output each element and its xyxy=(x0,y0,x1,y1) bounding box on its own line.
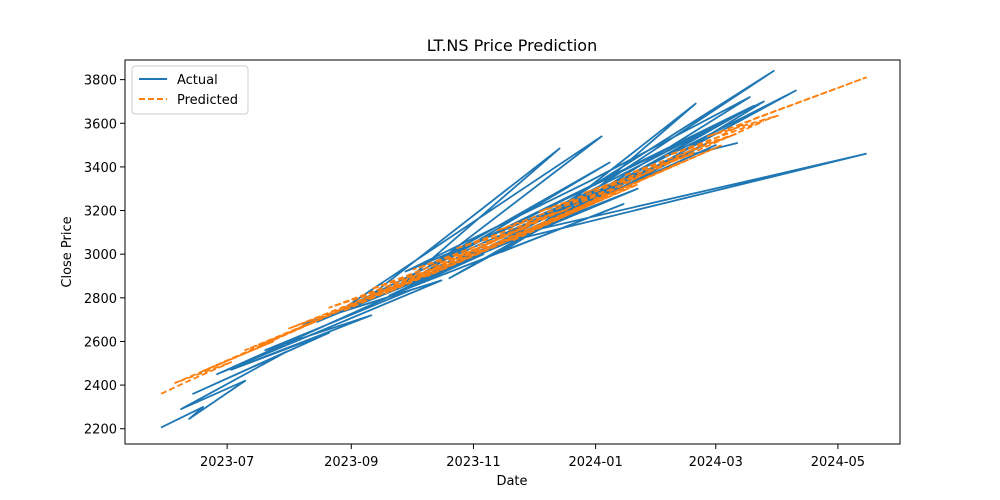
y-tick-label: 2400 xyxy=(84,379,117,394)
y-tick-label: 2200 xyxy=(84,423,117,438)
x-axis: 2023-07 2023-09 2023-11 2024-01 2024-03 2024-… xyxy=(200,444,865,470)
legend: Actual Predicted xyxy=(131,65,249,115)
x-tick-label: 2023-11 xyxy=(446,455,500,470)
y-tick-label: 3000 xyxy=(84,248,117,263)
y-tick-label: 3600 xyxy=(84,117,117,132)
y-tick-label: 3800 xyxy=(84,74,117,89)
y-tick-label: 2800 xyxy=(84,292,117,307)
x-tick-label: 2023-09 xyxy=(324,455,378,470)
series-line-predicted xyxy=(160,76,867,395)
legend-label-actual: Actual xyxy=(177,73,218,88)
x-tick-label: 2024-05 xyxy=(811,455,865,470)
legend-label-predicted: Predicted xyxy=(177,93,238,108)
x-tick-label: 2023-07 xyxy=(200,455,254,470)
plot-frame xyxy=(124,59,901,445)
y-tick-label: 2600 xyxy=(84,335,117,350)
chart-title: LT.NS Price Prediction xyxy=(427,36,597,55)
y-tick-label: 3400 xyxy=(84,161,117,176)
y-tick-label: 3200 xyxy=(84,205,117,220)
y-axis: 2200 2400 2600 2800 3000 3200 3400 3600 3800 xyxy=(84,74,125,438)
x-tick-label: 2024-03 xyxy=(689,455,743,470)
x-axis-title: Date xyxy=(496,474,527,489)
x-tick-label: 2024-01 xyxy=(568,455,622,470)
plot-lines xyxy=(160,70,867,429)
y-axis-title: Close Price xyxy=(60,216,75,287)
